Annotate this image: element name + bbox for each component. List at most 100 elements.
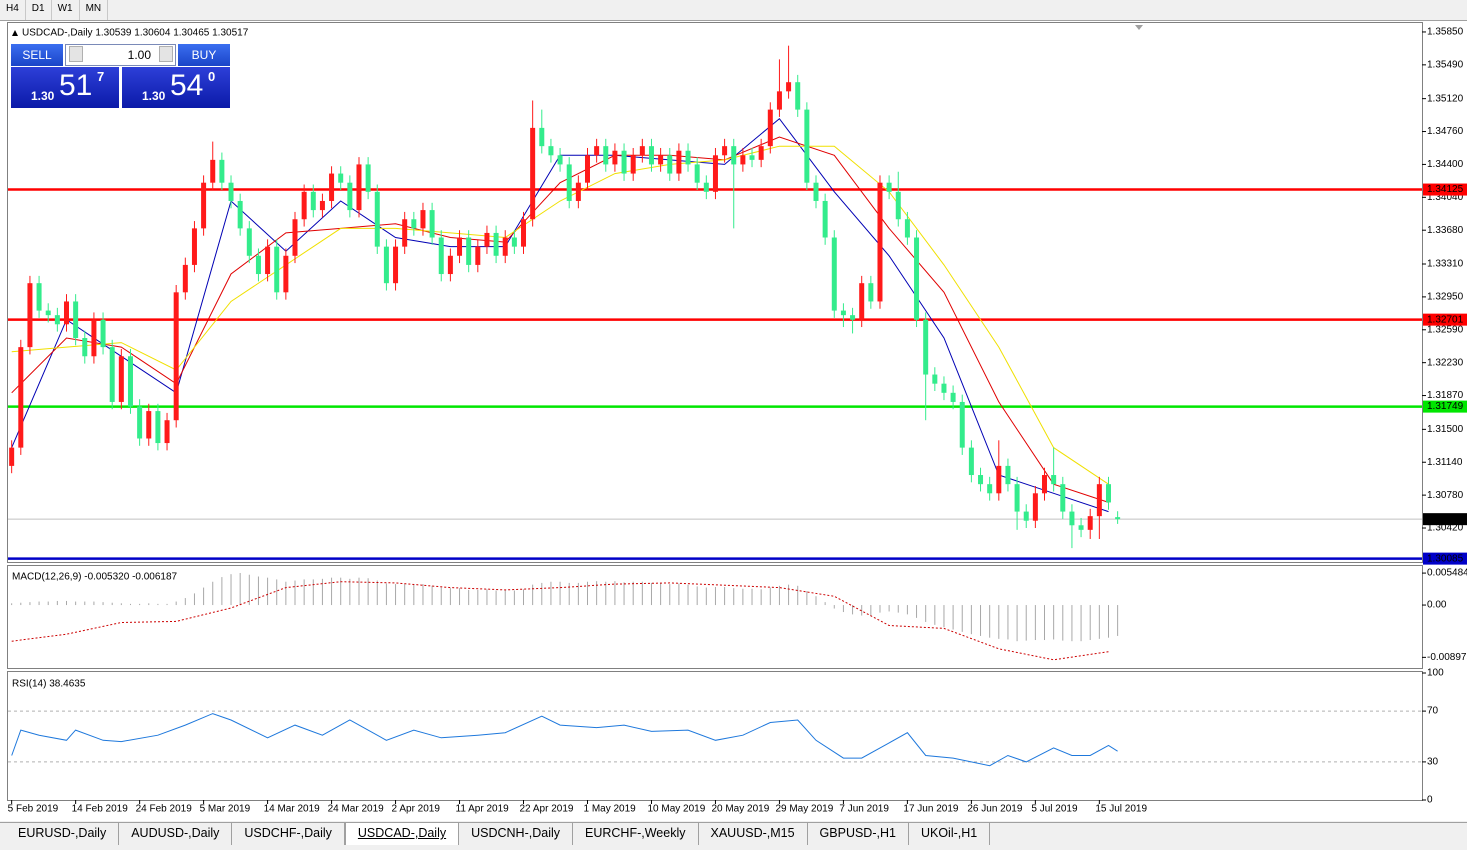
candle-body [1032, 493, 1038, 521]
candle-body [374, 191, 380, 247]
candle-body [767, 109, 773, 147]
buy-button[interactable]: BUY [178, 44, 230, 66]
chart-tab[interactable]: USDCAD-,Daily [344, 823, 460, 845]
lot-down[interactable] [69, 46, 83, 62]
candle-body [813, 182, 819, 201]
level-label-box [1423, 400, 1467, 413]
candle-body [45, 310, 51, 316]
candle-body [740, 155, 746, 165]
chart-tab[interactable]: USDCHF-,Daily [232, 823, 345, 845]
level-label: 1.30517 [1427, 514, 1464, 525]
y-tick-label: 1.34040 [1427, 192, 1464, 203]
timeframe-button[interactable]: MN [80, 0, 109, 20]
candle-body [530, 127, 536, 220]
candle-body [941, 383, 947, 393]
panel-title: RSI(14) 38.4635 [12, 679, 86, 690]
chart-tab[interactable]: USDCNH-,Daily [459, 823, 574, 845]
candle-body [575, 182, 581, 201]
ask-price[interactable]: 1.30 54 0 [122, 67, 230, 108]
x-tick-label: 5 Jul 2019 [1031, 804, 1078, 815]
timeframe-button[interactable]: H4 [0, 0, 26, 20]
candle-body [228, 182, 234, 201]
candle-body [712, 155, 718, 192]
candle-body [648, 146, 654, 165]
candle-body [210, 159, 216, 183]
main-frame [7, 22, 1423, 563]
chart-tab[interactable]: XAUUSD-,M15 [699, 823, 808, 845]
candle-body [36, 283, 42, 311]
candle-body [1005, 465, 1011, 485]
candle-body [923, 319, 929, 375]
candle-body [603, 146, 609, 165]
timeframe-button[interactable]: D1 [26, 0, 52, 20]
candle-body [676, 150, 682, 174]
candle-body [584, 155, 590, 183]
panel-title: USDCAD-,Daily 1.30539 1.30604 1.30465 1.… [22, 28, 249, 39]
candle-body [319, 200, 325, 211]
candle-body [457, 237, 463, 256]
candle-body [1023, 511, 1029, 521]
y-tick-label: 1.32230 [1427, 357, 1464, 368]
candle-body [73, 301, 79, 338]
timeframe-button[interactable]: W1 [52, 0, 80, 20]
candle-body [850, 315, 856, 320]
lot-up[interactable] [159, 46, 173, 62]
candle-body [475, 246, 481, 265]
candle-body [731, 146, 737, 165]
candle-body [246, 228, 252, 256]
y-tick-label: 1.31500 [1427, 424, 1464, 435]
candle-body [932, 374, 938, 384]
candle-body [776, 91, 782, 110]
x-tick-label: 5 Mar 2019 [200, 804, 251, 815]
y-tick-label: 1.31140 [1427, 457, 1463, 468]
chart-tab[interactable]: AUDUSD-,Daily [119, 823, 233, 845]
chart-tab[interactable]: EURCHF-,Weekly [573, 823, 699, 845]
chart-tab[interactable]: GBPUSD-,H1 [808, 823, 909, 845]
x-tick-label: 2 Apr 2019 [392, 804, 441, 815]
timeframe-toolbar: H4 D1 W1 MN [0, 0, 1467, 21]
chart-tab[interactable]: EURUSD-,Daily [6, 823, 120, 845]
panel-title: MACD(12,26,9) -0.005320 -0.006187 [12, 572, 178, 583]
candle-body [9, 447, 15, 466]
candle-body [146, 411, 152, 439]
candle-body [393, 246, 399, 284]
candle-body [100, 319, 106, 348]
candle-body [758, 146, 764, 160]
candle-body [968, 447, 974, 476]
y-tick-label: 1.30420 [1427, 523, 1464, 534]
level-label: 1.30085 [1427, 553, 1464, 564]
candle-body [658, 155, 664, 165]
candle-body [978, 475, 984, 485]
candle-body [383, 246, 389, 284]
candle-body [402, 219, 408, 247]
candle-body [1014, 484, 1020, 512]
candle-body [1078, 525, 1084, 530]
y-tick-label: 1.31870 [1427, 390, 1464, 401]
moving-average [11, 145, 1109, 485]
candle-body [429, 210, 435, 238]
candle-body [329, 173, 335, 201]
price-pips: 54 [170, 69, 204, 102]
candle-body [447, 255, 453, 275]
candle-body [804, 109, 810, 183]
candle-body [137, 406, 143, 439]
one-click-trading: SELL 1.00 BUY 1.30 51 7 1.30 54 0 [11, 44, 230, 108]
candle-body [502, 237, 508, 256]
chart-tab[interactable]: UKOil-,H1 [909, 823, 991, 845]
lot-input[interactable]: 1.00 [65, 44, 176, 66]
x-tick-label: 14 Feb 2019 [72, 804, 129, 815]
candle-body [292, 219, 298, 256]
bid-price[interactable]: 1.30 51 7 [11, 67, 119, 108]
sell-button[interactable]: SELL [11, 44, 63, 66]
x-tick-label: 26 Jun 2019 [967, 804, 1022, 815]
candle-body [886, 182, 892, 192]
y-tick-label: 0.005484 [1427, 568, 1467, 579]
candle-body [265, 246, 271, 275]
candle-body [904, 219, 910, 238]
y-tick-label: 1.33680 [1427, 225, 1464, 236]
candle-body [255, 255, 261, 275]
level-label-box [1423, 513, 1467, 526]
candle-body [868, 283, 874, 302]
y-tick-label: 1.35850 [1427, 27, 1464, 38]
x-tick-label: 20 May 2019 [711, 804, 769, 815]
